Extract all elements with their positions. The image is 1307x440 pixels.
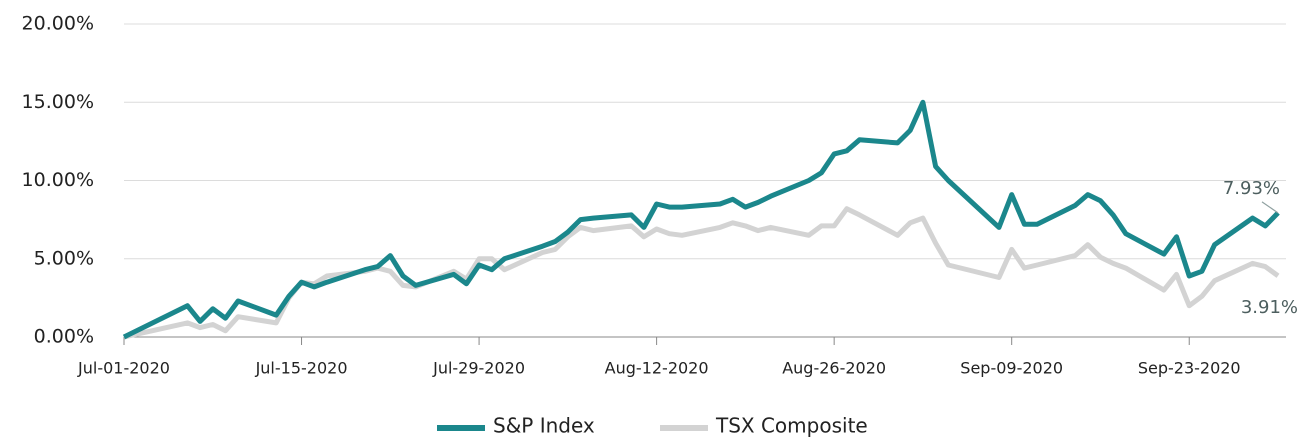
y-tick-label: 10.00% [22,169,94,191]
x-tick-label: Jul-29-2020 [432,359,525,378]
x-tick-label: Sep-23-2020 [1138,359,1241,378]
legend-label: TSX Composite [715,414,868,438]
x-tick-label: Aug-26-2020 [782,359,886,378]
x-tick-label: Sep-09-2020 [960,359,1063,378]
series-line [122,99,1280,340]
series-line [123,206,1280,340]
x-tick-label: Jul-15-2020 [255,359,348,378]
y-tick-label: 5.00% [34,247,94,269]
value-label: 3.91% [1241,297,1298,318]
label-leader [1261,201,1279,214]
x-tick-label: Aug-12-2020 [605,359,709,378]
y-tick-label: 15.00% [22,91,94,113]
legend-label: S&P Index [493,414,595,438]
y-tick-label: 0.00% [34,326,94,348]
y-tick-label: 20.00% [22,13,94,35]
x-tick-label: Jul-01-2020 [77,359,170,378]
value-label: 7.93% [1223,178,1280,199]
